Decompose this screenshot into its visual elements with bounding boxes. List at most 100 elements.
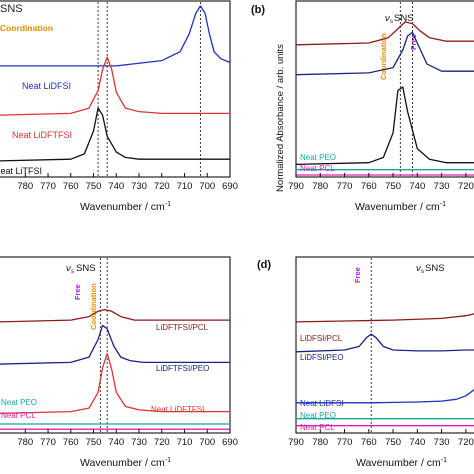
panel-b-series-line-2 — [295, 86, 474, 166]
panel-c-x-tick-label-2: 760 — [63, 437, 79, 448]
panel-d-free-label: Free — [353, 267, 362, 283]
panel-b-x-tick-label-0: 790 — [288, 181, 304, 192]
series-label-neat-lidfsi-d: Neat LiDFSI — [300, 399, 344, 408]
series-label-neat-peo-d: Neat PEO — [300, 411, 336, 420]
panel-a-series-line-1 — [0, 56, 231, 116]
panel-b-series-line-0 — [295, 21, 474, 46]
series-label-neat-lidftfsi-c: Neat LiDFTFSI — [151, 405, 204, 414]
panel-c-x-tick-label-1: 770 — [40, 437, 56, 448]
panel-a-reference-lines — [97, 2, 201, 176]
panel-b-x-tick-label-5: 740 — [409, 181, 425, 192]
series-label-neat-litfsi-a: Neat LiTFSI — [0, 166, 42, 176]
panel-d-x-tick-label-2: 770 — [337, 437, 353, 448]
panel-b-x-ticks: 790 780 770 760 750 740 730 720 — [288, 173, 474, 192]
panel-a: SNS Coordination 780 770 760 750 740 730 720 71… — [0, 0, 238, 213]
panel-c-x-tick-label-7: 710 — [177, 437, 193, 448]
panel-c-series — [0, 308, 231, 430]
panel-d-letter: (d) — [257, 259, 271, 271]
panel-a-series-line-0 — [0, 5, 231, 67]
panel-b-x-tick-label-2: 770 — [337, 181, 353, 192]
panel-c-frame — [0, 256, 231, 434]
panel-a-x-tick-label-3: 750 — [86, 181, 102, 192]
panel-c-x-axis-title: Wavenumber / cm-1 — [80, 457, 171, 469]
panel-a-x-tick-label-7: 710 — [177, 181, 193, 192]
panel-a-x-axis-title: Wavenumber / cm-1 — [80, 201, 171, 213]
panel-b-series-line-1 — [295, 31, 474, 76]
svg-text:s: s — [421, 269, 424, 275]
panel-c-series-line-0 — [0, 308, 231, 323]
series-label-lidftfsi-pcl: LiDFTFSI/PCL — [156, 323, 209, 332]
panel-d-x-tick-label-0: 790 — [288, 437, 304, 448]
series-label-lidftfsi-peo: LiDFTFSI/PEO — [156, 364, 209, 373]
panel-c-x-tick-label-8: 700 — [199, 437, 215, 448]
panel-a-series — [0, 5, 231, 162]
panel-b-reference-lines — [399, 2, 413, 176]
panel-c-reference-lines — [99, 258, 108, 432]
panel-b: (b) Normalized Absorbance / arb. units ν… — [251, 0, 474, 213]
panel-a-x-tick-label-6: 720 — [154, 181, 170, 192]
svg-text:ν: ν — [385, 13, 390, 24]
panel-c-x-tick-label-6: 720 — [154, 437, 170, 448]
series-label-neat-peo-c: Neat PEO — [1, 398, 37, 407]
panel-d-frame — [295, 256, 474, 434]
panel-b-x-tick-label-1: 780 — [312, 181, 328, 192]
panel-a-frame — [0, 0, 231, 178]
panel-b-frame — [295, 0, 474, 178]
panel-a-series-line-2 — [0, 107, 231, 162]
panel-b-x-tick-label-7: 720 — [458, 181, 474, 192]
panel-a-x-tick-label-9: 690 — [222, 181, 238, 192]
panel-b-y-axis-title: Normalized Absorbance / arb. units — [275, 44, 286, 192]
panel-d-sns-label: ν s SNS — [416, 263, 445, 275]
panel-c-series-line-2 — [0, 352, 231, 415]
panel-a-x-tick-label-8: 700 — [199, 181, 215, 192]
panel-a-x-tick-label-2: 760 — [63, 181, 79, 192]
panel-d-series-line-1 — [295, 333, 474, 353]
panel-b-x-tick-label-6: 730 — [434, 181, 450, 192]
panel-b-coordination-label: Coordination — [379, 33, 388, 80]
panel-d-x-tick-label-7: 720 — [458, 437, 474, 448]
panel-d-x-tick-label-6: 730 — [434, 437, 450, 448]
panel-a-x-ticks: 780 770 760 750 740 730 720 710 700 690 — [17, 173, 238, 192]
panel-a-coordination-label: Coordination — [0, 23, 53, 33]
series-label-neat-peo-b: Neat PEO — [300, 153, 336, 162]
svg-text:SNS: SNS — [425, 263, 445, 274]
panel-d-x-tick-label-5: 740 — [409, 437, 425, 448]
svg-text:s: s — [71, 269, 74, 275]
panel-d-x-tick-label-1: 780 — [312, 437, 328, 448]
panel-d-x-tick-label-4: 750 — [385, 437, 401, 448]
panel-c-x-tick-label-3: 750 — [86, 437, 102, 448]
panel-c: ν s SNS Free Coordination 780 770 760 750 74… — [0, 256, 238, 469]
panel-c-x-tick-label-0: 780 — [17, 437, 33, 448]
panel-b-free-label: Free — [409, 34, 418, 50]
panel-d-series — [295, 313, 474, 427]
panel-a-x-tick-label-5: 730 — [131, 181, 147, 192]
panel-b-x-tick-label-3: 760 — [361, 181, 377, 192]
panel-c-coordination-label: Coordination — [89, 283, 98, 330]
svg-text:ν: ν — [66, 263, 71, 274]
panel-c-x-ticks: 780 770 760 750 740 730 720 710 700 690 — [17, 429, 238, 448]
panel-c-sns-label: ν s SNS — [66, 263, 96, 275]
panel-c-x-tick-label-9: 690 — [222, 437, 238, 448]
panel-d-series-line-2 — [295, 389, 474, 404]
series-label-neat-lidftfsi-a: Neat LiDFTFSI — [12, 130, 72, 140]
svg-text:s: s — [390, 19, 393, 25]
panel-d-x-ticks: 790 780 770 760 750 740 730 720 — [288, 429, 474, 448]
svg-text:SNS: SNS — [394, 13, 414, 24]
panel-a-x-tick-label-4: 740 — [108, 181, 124, 192]
panel-c-x-tick-label-5: 730 — [131, 437, 147, 448]
panel-b-x-axis-title: Wavenumber / cm-1 — [355, 201, 446, 213]
panel-c-x-tick-label-4: 740 — [108, 437, 124, 448]
panel-b-sns-label: ν s SNS — [385, 13, 414, 25]
panel-d-x-tick-label-3: 760 — [361, 437, 377, 448]
series-label-neat-pcl-d: Neat PCL — [300, 423, 335, 432]
panel-c-free-label: Free — [73, 284, 82, 300]
panel-a-x-tick-label-0: 780 — [17, 181, 33, 192]
panel-a-sns-label: SNS — [0, 3, 23, 15]
panel-d-x-axis-title: Wavenumber / cm-1 — [356, 457, 447, 469]
series-label-neat-pcl-c: Neat PCL — [1, 411, 36, 420]
series-label-lidfsi-pcl: LiDFSI/PCL — [300, 334, 343, 343]
panel-b-letter: (b) — [251, 4, 265, 16]
svg-text:ν: ν — [416, 263, 421, 274]
series-label-neat-lidfsi-a: Neat LiDFSI — [22, 81, 71, 91]
